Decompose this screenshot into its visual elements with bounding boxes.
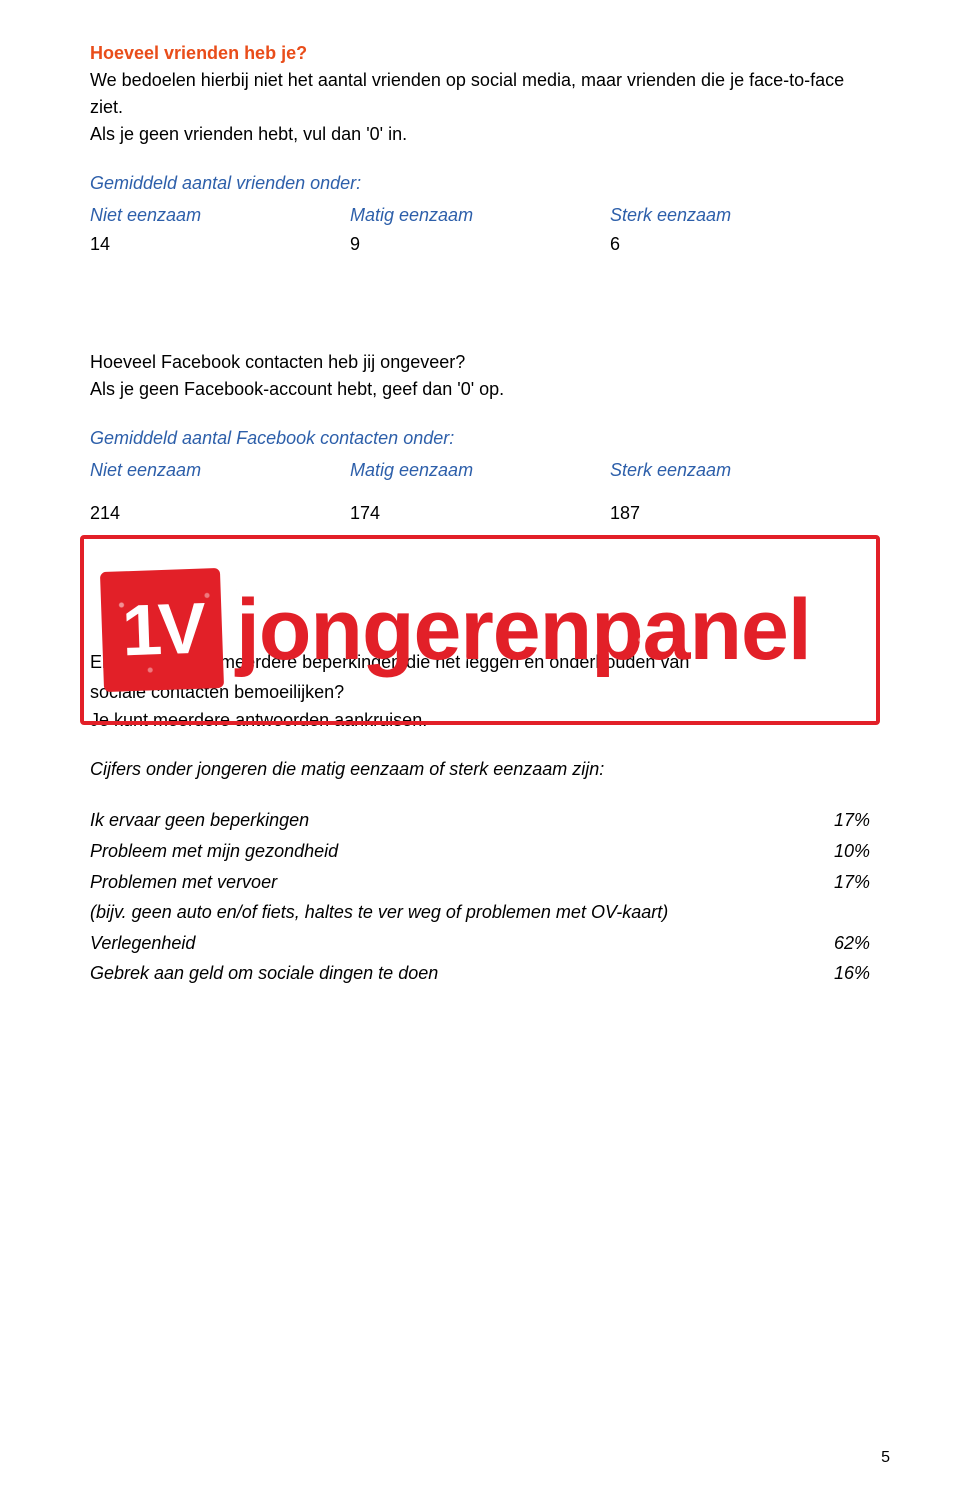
q3-row-0-label: Ik ervaar geen beperkingen: [90, 805, 309, 836]
q3-subhead: Cijfers onder jongeren die matig eenzaam…: [90, 756, 870, 783]
question-3: Ervaar jij één of meerdere beperkingen d…: [90, 648, 870, 989]
q3-row-0-pct: 17%: [834, 805, 870, 836]
q3-row-2: Problemen met vervoer 17%: [90, 867, 870, 898]
q1-col-1: Matig eenzaam: [350, 201, 610, 230]
q3-row-2-pct: 17%: [834, 867, 870, 898]
question-1: Hoeveel vrienden heb je? We bedoelen hie…: [90, 40, 870, 259]
q2-subhead: Gemiddeld aantal Facebook contacten onde…: [90, 425, 870, 452]
q3-row-4: Gebrek aan geld om sociale dingen te doe…: [90, 958, 870, 989]
q3-row-3: Verlegenheid 62%: [90, 928, 870, 959]
q3-row-1-label: Probleem met mijn gezondheid: [90, 836, 338, 867]
q3-row-1-pct: 10%: [834, 836, 870, 867]
q1-desc-2: Als je geen vrienden hebt, vul dan '0' i…: [90, 121, 870, 148]
q2-desc-1: Als je geen Facebook-account hebt, geef …: [90, 376, 870, 403]
q3-row-2-label: Problemen met vervoer: [90, 867, 277, 898]
q3-title-l1: Ervaar jij één of meerdere beperkingen d…: [90, 652, 689, 672]
q2-table: Niet eenzaam Matig eenzaam Sterk eenzaam…: [90, 456, 870, 528]
q2-col-2: Sterk eenzaam: [610, 456, 870, 485]
q3-row-4-label: Gebrek aan geld om sociale dingen te doe…: [90, 958, 438, 989]
q3-desc: Je kunt meerdere antwoorden aankruisen.: [90, 707, 870, 734]
q1-title: Hoeveel vrienden heb je?: [90, 40, 870, 67]
q3-row-4-pct: 16%: [834, 958, 870, 989]
q2-val-1: 174: [350, 499, 610, 528]
q3-title-l2: sociale contacten bemoeilijken?: [90, 682, 344, 702]
q1-subhead: Gemiddeld aantal vrienden onder:: [90, 170, 870, 197]
q1-val-1: 9: [350, 230, 610, 259]
q2-col-1: Matig eenzaam: [350, 456, 610, 485]
q3-row-1: Probleem met mijn gezondheid 10%: [90, 836, 870, 867]
page-number: 5: [881, 1449, 890, 1467]
q3-row-0: Ik ervaar geen beperkingen 17%: [90, 805, 870, 836]
question-2: Hoeveel Facebook contacten heb jij ongev…: [90, 349, 870, 528]
q3-note: (bijv. geen auto en/of fiets, haltes te …: [90, 897, 870, 928]
q2-title: Hoeveel Facebook contacten heb jij ongev…: [90, 349, 870, 376]
q1-desc-1: We bedoelen hierbij niet het aantal vrie…: [90, 67, 870, 121]
q1-col-0: Niet eenzaam: [90, 201, 350, 230]
q2-val-2: 187: [610, 499, 870, 528]
q1-val-2: 6: [610, 230, 870, 259]
q1-val-0: 14: [90, 230, 350, 259]
q1-table: Niet eenzaam Matig eenzaam Sterk eenzaam…: [90, 201, 870, 259]
q2-val-0: 214: [90, 499, 350, 528]
q1-col-2: Sterk eenzaam: [610, 201, 870, 230]
q2-col-0: Niet eenzaam: [90, 456, 350, 485]
q3-row-3-pct: 62%: [834, 928, 870, 959]
q3-row-3-label: Verlegenheid: [90, 928, 195, 959]
